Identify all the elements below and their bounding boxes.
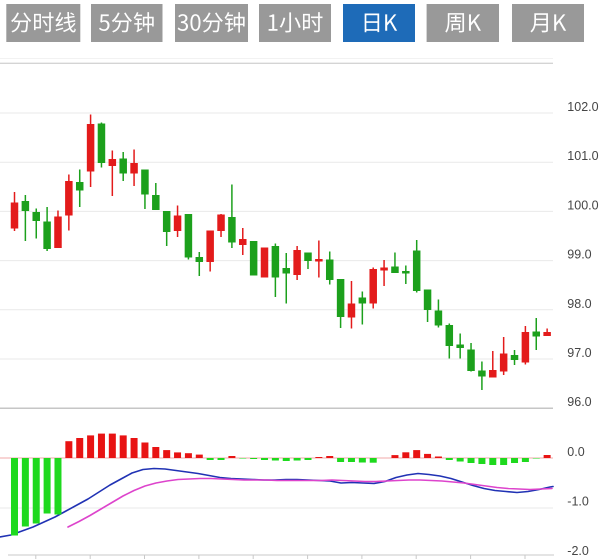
svg-text:-2.0: -2.0	[567, 544, 589, 558]
svg-text:96.0: 96.0	[567, 395, 591, 409]
svg-text:97.0: 97.0	[567, 346, 591, 360]
svg-text:101.0: 101.0	[567, 149, 598, 163]
svg-text:102.0: 102.0	[567, 100, 598, 114]
svg-text:-1.0: -1.0	[567, 495, 589, 509]
svg-text:98.0: 98.0	[567, 297, 591, 311]
svg-text:99.0: 99.0	[567, 248, 591, 262]
svg-text:100.0: 100.0	[567, 198, 598, 212]
svg-text:0.0: 0.0	[567, 445, 584, 459]
